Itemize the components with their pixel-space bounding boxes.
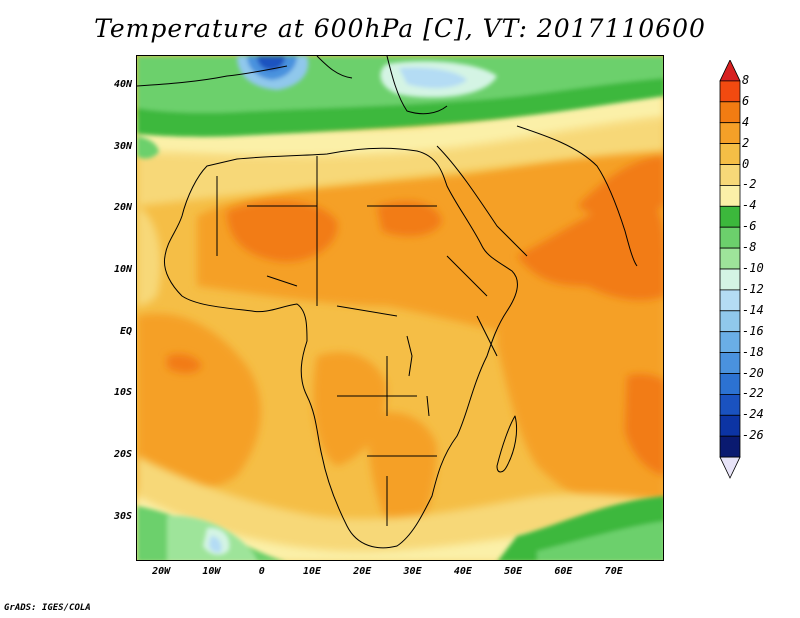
red-sea-coast xyxy=(386,56,528,257)
lat-tick-label: 30S xyxy=(113,510,132,522)
colorbar-tick-label: 0 xyxy=(742,156,750,171)
colorbar-tick-label: -24 xyxy=(742,407,764,422)
madagascar-coastline xyxy=(496,415,518,473)
colorbar-box xyxy=(719,101,741,124)
colorbar-tick-label: 6 xyxy=(742,93,750,108)
colorbar-box xyxy=(719,393,741,416)
colorbar-tick-label: -14 xyxy=(742,302,764,317)
colorbar-box xyxy=(719,247,741,270)
colorbar-box xyxy=(719,456,741,479)
colorbar-box xyxy=(719,289,741,312)
colorbar-box xyxy=(719,143,741,165)
colorbar-box xyxy=(719,435,741,458)
coastlines xyxy=(137,56,638,549)
lon-tick-label: 70E xyxy=(604,566,623,577)
lon-tick-label: 20W xyxy=(152,566,171,577)
colorbar-tick-label: 2 xyxy=(742,135,750,150)
lon-tick-label: 10W xyxy=(202,566,221,577)
colorbar-tick-label: -8 xyxy=(742,240,757,255)
colorbar-box xyxy=(719,414,741,437)
europe-coast xyxy=(137,56,353,87)
field-cold-patches xyxy=(203,56,497,555)
colorbar-box xyxy=(719,268,741,291)
lon-tick-label: 0 xyxy=(258,566,265,577)
lat-tick-label: 30N xyxy=(113,140,132,152)
lat-tick-label: 40N xyxy=(113,78,132,90)
colorbar-box xyxy=(719,226,741,249)
field-hot-regions xyxy=(167,156,663,476)
colorbar xyxy=(719,60,741,479)
lon-tick-label: 60E xyxy=(554,566,573,577)
country-borders xyxy=(216,156,498,526)
colorbar-tick-label: -26 xyxy=(742,428,764,443)
colorbar-box xyxy=(719,352,741,374)
colorbar-tick-label: -2 xyxy=(742,177,757,192)
credit-text: GrADS: IGES/COLA xyxy=(4,603,91,613)
colorbar-tick-label: 8 xyxy=(742,72,750,87)
lon-tick-label: 10E xyxy=(302,566,322,577)
colorbar-tick-label: -18 xyxy=(742,344,764,359)
lon-tick-label: 30E xyxy=(403,566,422,577)
colorbar-tick-label: -4 xyxy=(742,198,757,213)
colorbar-box xyxy=(719,80,741,103)
lon-tick-label: 40E xyxy=(453,566,472,577)
map-canvas xyxy=(137,56,663,560)
colorbar-box xyxy=(719,185,741,207)
colorbar-tick-label: -22 xyxy=(742,386,764,401)
colorbar-box xyxy=(719,164,741,186)
colorbar-tick-label: -6 xyxy=(742,219,757,234)
lat-tick-label: 20S xyxy=(113,449,132,461)
colorbar-box xyxy=(719,60,741,82)
colorbar-box xyxy=(719,373,741,395)
arabia-india-coast xyxy=(516,125,638,267)
lon-tick-label: 20E xyxy=(353,566,372,577)
colorbar-boxes xyxy=(719,60,741,479)
lon-tick-label: 50E xyxy=(504,566,523,577)
colorbar-box xyxy=(719,122,741,145)
great-lakes xyxy=(406,335,430,417)
colorbar-box xyxy=(719,205,741,228)
colorbar-box xyxy=(719,331,741,354)
lat-tick-label: 20N xyxy=(113,202,132,214)
colorbar-tick-label: -10 xyxy=(742,261,764,275)
map-title: Temperature at 600hPa [C], VT: 201711060… xyxy=(94,14,706,43)
colorbar-tick-label: -12 xyxy=(742,281,764,296)
lat-tick-label: 10N xyxy=(113,263,132,275)
colorbar-box xyxy=(719,310,741,333)
lat-tick-label: 10S xyxy=(113,387,132,399)
colorbar-tick-label: -16 xyxy=(742,323,764,338)
temperature-map xyxy=(136,55,664,561)
africa-coastline xyxy=(163,147,518,549)
lat-tick-label: EQ xyxy=(119,325,132,337)
colorbar-tick-label: -20 xyxy=(742,365,764,380)
colorbar-tick-label: 4 xyxy=(742,114,750,129)
